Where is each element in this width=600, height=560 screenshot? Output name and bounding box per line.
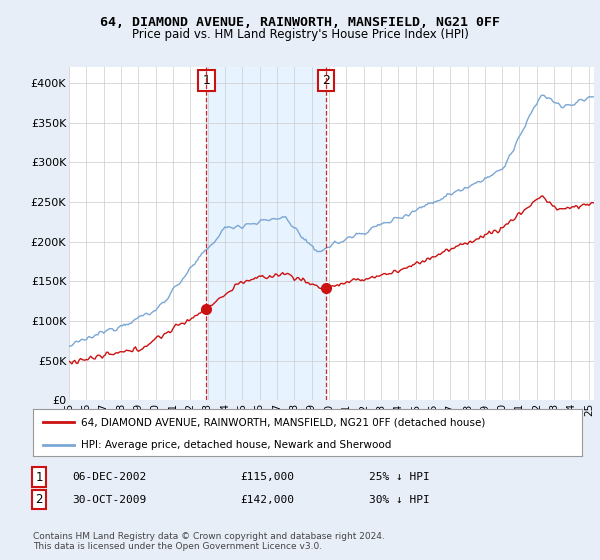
- Text: £142,000: £142,000: [240, 494, 294, 505]
- Text: 30% ↓ HPI: 30% ↓ HPI: [369, 494, 430, 505]
- Text: 1: 1: [35, 470, 43, 484]
- Text: 25% ↓ HPI: 25% ↓ HPI: [369, 472, 430, 482]
- Text: HPI: Average price, detached house, Newark and Sherwood: HPI: Average price, detached house, Newa…: [82, 440, 392, 450]
- Text: 06-DEC-2002: 06-DEC-2002: [72, 472, 146, 482]
- Text: 30-OCT-2009: 30-OCT-2009: [72, 494, 146, 505]
- Text: 64, DIAMOND AVENUE, RAINWORTH, MANSFIELD, NG21 0FF: 64, DIAMOND AVENUE, RAINWORTH, MANSFIELD…: [100, 16, 500, 29]
- Text: Price paid vs. HM Land Registry's House Price Index (HPI): Price paid vs. HM Land Registry's House …: [131, 28, 469, 41]
- Text: £115,000: £115,000: [240, 472, 294, 482]
- Text: Contains HM Land Registry data © Crown copyright and database right 2024.
This d: Contains HM Land Registry data © Crown c…: [33, 532, 385, 552]
- Text: 1: 1: [202, 74, 210, 87]
- Text: 2: 2: [35, 493, 43, 506]
- Bar: [206, 67, 326, 400]
- Text: 2: 2: [322, 74, 330, 87]
- Text: 64, DIAMOND AVENUE, RAINWORTH, MANSFIELD, NG21 0FF (detached house): 64, DIAMOND AVENUE, RAINWORTH, MANSFIELD…: [82, 417, 485, 427]
